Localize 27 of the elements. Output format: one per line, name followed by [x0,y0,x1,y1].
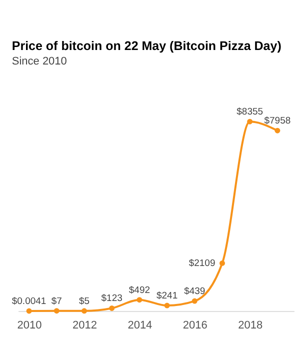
point [82,308,87,314]
point [54,308,60,314]
x-tick-label: 2014 [128,320,152,332]
x-tick-label: 2010 [17,320,42,332]
point [164,302,170,308]
chart-subtitle: Since 2010 [12,56,67,68]
data-label: $5 [78,296,90,307]
chart-title: Price of bitcoin on 22 May (Bitcoin Pizza Day) [12,39,282,54]
point [192,298,198,304]
data-label: $123 [101,293,122,304]
data-label: $492 [128,284,150,296]
data-label: $7 [51,296,62,307]
data-label: $2109 [188,258,216,270]
x-tick-label: 2012 [72,320,97,332]
point [26,308,32,314]
x-tick-label: 2018 [238,320,263,332]
data-label: $8355 [236,106,264,118]
point [109,305,115,311]
data-label: $241 [156,290,178,302]
data-label: $7958 [264,116,291,127]
data-label: $0.0041 [12,296,46,307]
point [220,260,225,266]
point [274,128,280,134]
x-tick-label: 2016 [182,320,208,332]
point [247,118,253,124]
point [136,297,142,303]
data-label: $439 [184,286,206,298]
